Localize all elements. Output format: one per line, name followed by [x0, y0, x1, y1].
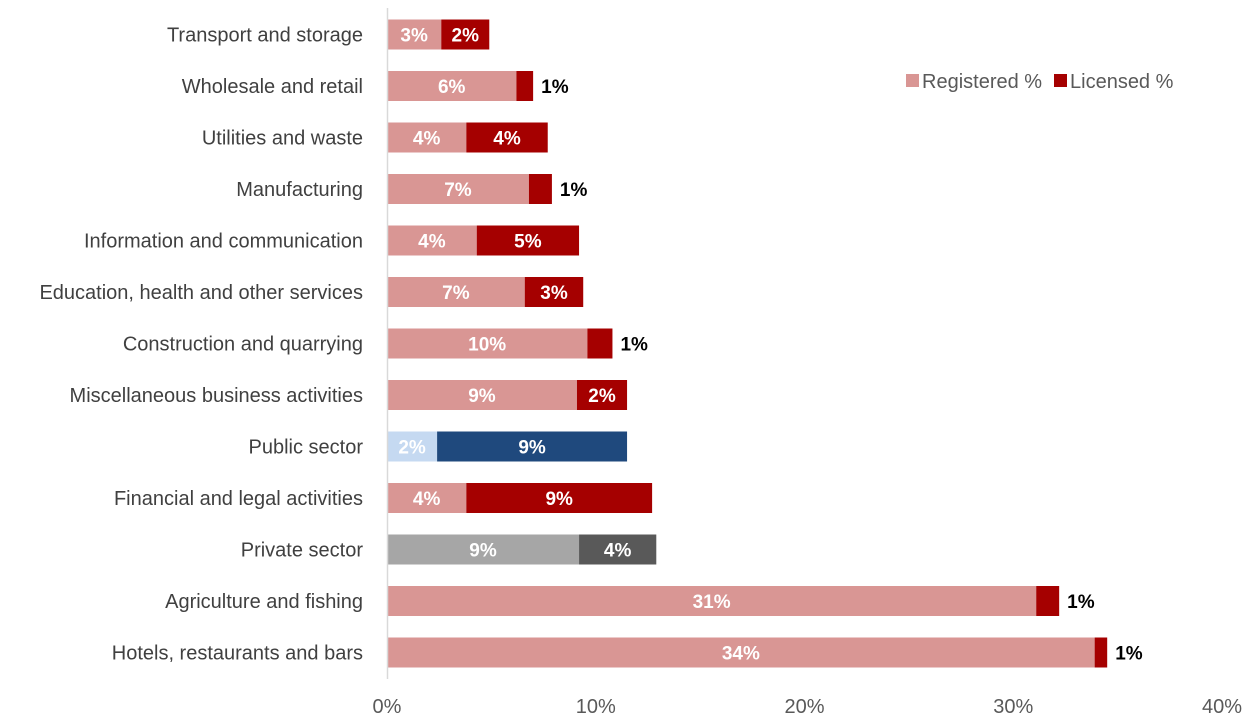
bar-licensed-information-and-communication — [476, 225, 580, 256]
bar-registered-transport-and-storage — [387, 19, 442, 50]
bar-registered-private-sector — [387, 534, 580, 565]
bar-registered-construction-and-quarrying — [387, 328, 588, 359]
x-tick-label-0: 0% — [373, 696, 402, 718]
value-label-registered-private-sector: 9% — [469, 541, 497, 562]
value-label-licensed-transport-and-storage: 2% — [452, 26, 480, 47]
value-label-licensed-public-sector: 9% — [518, 438, 546, 459]
value-label-licensed-agriculture-and-fishing: 1% — [1067, 592, 1095, 613]
value-labels: 3% 2% 6% 1% 4% 4% 7% 1% 4% 5% 7% 3% 10% 1% 9% 2% 2% 9% 4% 9… — [398, 26, 1142, 665]
value-label-registered-manufacturing: 7% — [444, 180, 472, 201]
legend-label-licensed: Licensed % — [1070, 71, 1174, 93]
bars-layer — [387, 19, 1108, 668]
value-label-licensed-miscellaneous-business-activities: 2% — [588, 386, 616, 407]
category-label-miscellaneous-business-activities: Miscellaneous business activities — [70, 385, 363, 407]
value-label-registered-transport-and-storage: 3% — [400, 26, 428, 47]
value-label-licensed-education-health-and-other-services: 3% — [540, 283, 568, 304]
category-label-education-health-and-other-services: Education, health and other services — [39, 282, 363, 304]
value-label-registered-miscellaneous-business-activities: 9% — [468, 386, 496, 407]
category-label-manufacturing: Manufacturing — [236, 179, 363, 201]
category-label-transport-and-storage: Transport and storage — [167, 25, 363, 47]
bar-registered-utilities-and-waste — [387, 122, 467, 153]
bar-registered-manufacturing — [387, 174, 529, 204]
bar-registered-hotels-restaurants-and-bars — [387, 637, 1095, 668]
value-label-licensed-financial-and-legal-activities: 9% — [545, 489, 573, 510]
value-label-registered-wholesale-and-retail: 6% — [438, 77, 466, 98]
bar-licensed-miscellaneous-business-activities — [576, 380, 628, 410]
bar-registered-education-health-and-other-services — [387, 277, 525, 307]
category-labels: Transport and storage Wholesale and retai… — [39, 25, 363, 665]
bar-licensed-wholesale-and-retail — [516, 71, 534, 101]
value-label-licensed-private-sector: 4% — [604, 541, 632, 562]
bar-licensed-transport-and-storage — [441, 19, 490, 50]
bar-licensed-utilities-and-waste — [466, 122, 548, 153]
legend: Registered % Licensed % — [906, 71, 1174, 93]
category-label-information-and-communication: Information and communication — [84, 231, 363, 253]
x-tick-label-20: 20% — [784, 696, 824, 718]
value-label-registered-hotels-restaurants-and-bars: 34% — [722, 644, 760, 665]
x-tick-label-10: 10% — [576, 696, 616, 718]
legend-label-registered: Registered % — [922, 71, 1042, 93]
bar-registered-miscellaneous-business-activities — [387, 380, 577, 410]
bar-registered-wholesale-and-retail — [387, 71, 517, 101]
bar-licensed-education-health-and-other-services — [524, 277, 584, 307]
legend-swatch-licensed — [1054, 74, 1067, 87]
bar-registered-information-and-communication — [387, 225, 477, 256]
value-label-registered-public-sector: 2% — [398, 438, 426, 459]
bar-licensed-agriculture-and-fishing — [1036, 586, 1060, 616]
value-label-licensed-wholesale-and-retail: 1% — [541, 77, 569, 98]
value-label-registered-agriculture-and-fishing: 31% — [693, 592, 731, 613]
category-label-public-sector: Public sector — [249, 437, 364, 459]
value-label-registered-construction-and-quarrying: 10% — [468, 335, 506, 356]
bar-registered-public-sector — [387, 431, 438, 462]
bar-licensed-private-sector — [579, 534, 657, 565]
bar-registered-financial-and-legal-activities — [387, 483, 467, 513]
bar-licensed-hotels-restaurants-and-bars — [1094, 637, 1108, 668]
x-tick-label-40: 40% — [1202, 696, 1242, 718]
x-tick-label-30: 30% — [993, 696, 1033, 718]
bar-licensed-construction-and-quarrying — [587, 328, 613, 359]
bar-licensed-public-sector — [437, 431, 628, 462]
value-label-registered-financial-and-legal-activities: 4% — [413, 489, 441, 510]
value-label-registered-information-and-communication: 4% — [418, 232, 446, 253]
category-label-utilities-and-waste: Utilities and waste — [202, 128, 363, 150]
category-label-agriculture-and-fishing: Agriculture and fishing — [165, 591, 363, 613]
value-label-licensed-utilities-and-waste: 4% — [493, 129, 521, 150]
bar-licensed-financial-and-legal-activities — [466, 483, 653, 513]
category-label-private-sector: Private sector — [241, 540, 364, 562]
category-label-construction-and-quarrying: Construction and quarrying — [123, 334, 363, 356]
value-label-licensed-information-and-communication: 5% — [514, 232, 542, 253]
value-label-licensed-manufacturing: 1% — [560, 180, 588, 201]
category-label-hotels-restaurants-and-bars: Hotels, restaurants and bars — [112, 643, 363, 665]
legend-swatch-registered — [906, 74, 919, 87]
value-label-registered-education-health-and-other-services: 7% — [442, 283, 470, 304]
category-label-wholesale-and-retail: Wholesale and retail — [182, 76, 363, 98]
value-label-licensed-construction-and-quarrying: 1% — [620, 335, 648, 356]
bar-licensed-manufacturing — [528, 174, 552, 204]
bar-registered-agriculture-and-fishing — [387, 586, 1037, 616]
value-label-registered-utilities-and-waste: 4% — [413, 129, 441, 150]
category-label-financial-and-legal-activities: Financial and legal activities — [114, 488, 363, 510]
x-axis-ticks: 0% 10% 20% 30% 40% — [373, 696, 1243, 718]
value-label-licensed-hotels-restaurants-and-bars: 1% — [1115, 644, 1143, 665]
